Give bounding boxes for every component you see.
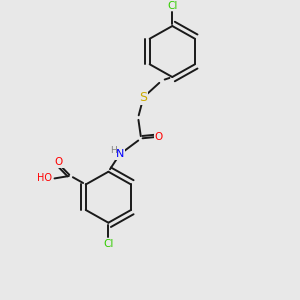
Text: Cl: Cl: [167, 1, 178, 11]
Text: O: O: [55, 157, 63, 167]
Text: N: N: [116, 149, 124, 159]
Text: H: H: [110, 146, 116, 155]
Text: S: S: [140, 91, 148, 104]
Text: O: O: [155, 132, 163, 142]
Text: HO: HO: [37, 173, 52, 183]
Text: Cl: Cl: [103, 238, 114, 249]
